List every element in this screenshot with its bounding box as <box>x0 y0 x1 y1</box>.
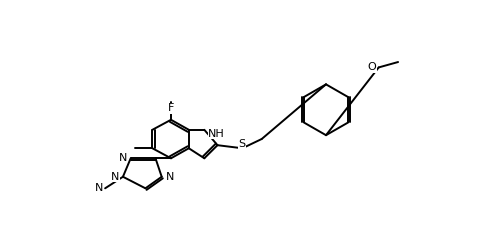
Text: NH: NH <box>208 129 225 139</box>
Text: N: N <box>166 172 174 182</box>
Text: N: N <box>110 172 119 182</box>
Text: S: S <box>238 140 246 149</box>
Text: F: F <box>168 103 174 113</box>
Text: O: O <box>368 62 376 72</box>
Text: N: N <box>95 183 104 193</box>
Text: N: N <box>118 153 127 163</box>
